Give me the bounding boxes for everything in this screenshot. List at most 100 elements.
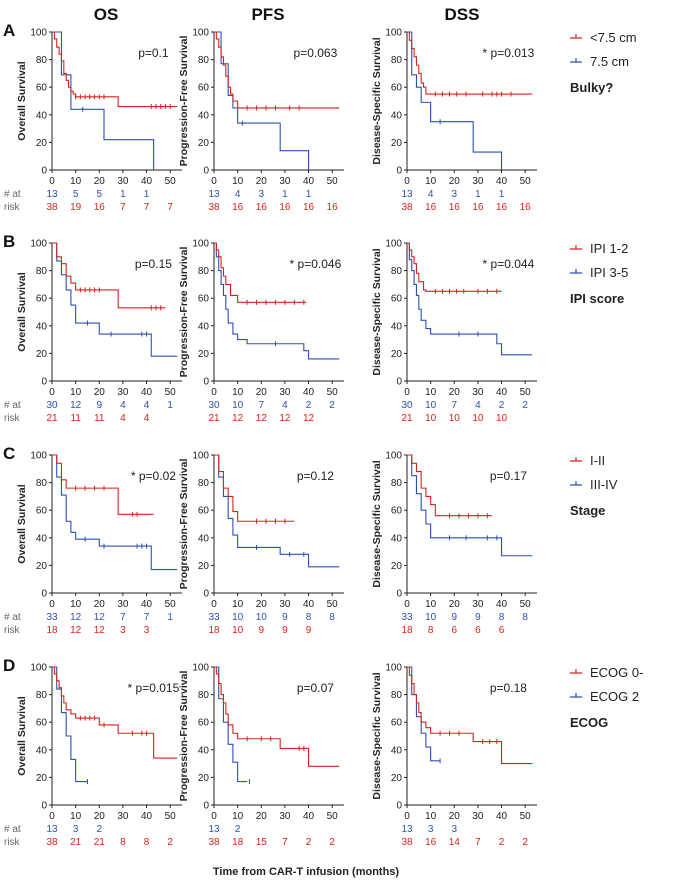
- survival-curve-red: [407, 242, 502, 292]
- legend-label: I-II: [590, 453, 605, 468]
- y-tick-label: 100: [192, 28, 209, 39]
- y-tick-label: 20: [391, 773, 403, 784]
- y-tick-label: 60: [391, 294, 403, 305]
- risk-count-blue: 9: [282, 612, 288, 623]
- y-axis-label: Progression-Free Survival: [178, 247, 190, 378]
- survival-curve-red: [214, 242, 307, 303]
- legend-swatch: [570, 269, 582, 274]
- x-tick-label: 10: [232, 811, 244, 822]
- x-tick-label: 50: [327, 387, 339, 398]
- x-tick-label: 20: [449, 599, 461, 610]
- legend-swatch: [570, 481, 582, 486]
- x-tick-label: 10: [70, 811, 82, 822]
- legend-label: 7.5 cm: [590, 54, 629, 69]
- risk-count-red: 38: [208, 202, 220, 213]
- risk-count-blue: 3: [73, 824, 79, 835]
- survival-curve-blue: [407, 31, 503, 170]
- risk-count-red: 16: [496, 202, 508, 213]
- x-tick-label: 40: [141, 811, 153, 822]
- risk-count-red: 7: [282, 837, 288, 848]
- risk-count-blue: 30: [401, 400, 413, 411]
- risk-count-blue: 1: [475, 189, 481, 200]
- x-tick-label: 20: [449, 811, 461, 822]
- risk-count-blue: 1: [282, 189, 288, 200]
- x-tick-label: 30: [117, 176, 129, 187]
- x-tick-label: 10: [425, 599, 437, 610]
- y-tick-label: 40: [391, 745, 403, 756]
- y-tick-label: 40: [198, 745, 210, 756]
- y-tick-label: 60: [36, 506, 48, 517]
- risk-count-red: 21: [46, 413, 58, 424]
- y-tick-label: 80: [391, 690, 403, 701]
- legend-swatch: [570, 58, 582, 63]
- y-tick-label: 80: [391, 55, 403, 66]
- survival-curve-blue: [407, 454, 533, 557]
- x-tick-label: 10: [232, 387, 244, 398]
- risk-count-red: 2: [167, 837, 173, 848]
- risk-count-blue: 13: [208, 824, 220, 835]
- y-axis-label: Disease-Specific Survival: [371, 672, 383, 799]
- y-tick-label: 20: [36, 773, 48, 784]
- x-tick-label: 40: [496, 811, 508, 822]
- risk-count-blue: 12: [70, 612, 82, 623]
- risk-count-blue: 1: [306, 189, 312, 200]
- risk-count-red: 16: [303, 202, 315, 213]
- x-tick-label: 0: [49, 811, 55, 822]
- x-tick-label: 40: [496, 176, 508, 187]
- risk-count-blue: 4: [235, 189, 241, 200]
- risk-count-blue: 10: [425, 400, 437, 411]
- risk-count-red: 12: [256, 413, 268, 424]
- risk-count-red: 19: [70, 202, 82, 213]
- x-tick-label: 50: [520, 387, 532, 398]
- risk-count-red: 9: [258, 625, 264, 636]
- x-tick-label: 0: [211, 811, 217, 822]
- p-value: * p=0.015: [128, 681, 180, 695]
- y-tick-label: 20: [198, 138, 210, 149]
- risk-count-blue: 3: [258, 189, 264, 200]
- risk-count-red: 10: [232, 625, 244, 636]
- risk-count-red: 16: [256, 202, 268, 213]
- risk-count-red: 7: [144, 202, 150, 213]
- risk-count-red: 10: [449, 413, 461, 424]
- survival-curve-blue: [214, 666, 248, 783]
- x-tick-label: 50: [327, 811, 339, 822]
- risk-count-blue: 7: [120, 612, 126, 623]
- x-tick-label: 50: [327, 599, 339, 610]
- y-tick-label: 0: [41, 801, 47, 812]
- risk-count-red: 18: [46, 625, 58, 636]
- y-tick-label: 100: [385, 239, 402, 250]
- legend-C: I-II III-IV Stage: [570, 453, 618, 518]
- y-axis-label: Overall Survival: [16, 696, 28, 775]
- y-axis-label: Overall Survival: [16, 272, 28, 351]
- y-tick-label: 20: [198, 349, 210, 360]
- panel-title: Bulky?: [570, 80, 613, 95]
- x-tick-label: 0: [49, 176, 55, 187]
- column-title-dss: DSS: [445, 5, 480, 24]
- survival-curve-red: [52, 454, 154, 515]
- risk-count-blue: 4: [428, 189, 434, 200]
- y-tick-label: 100: [30, 28, 47, 39]
- risk-count-red: 9: [306, 625, 312, 636]
- panel-title: ECOG: [570, 715, 608, 730]
- y-tick-label: 0: [203, 801, 209, 812]
- x-tick-label: 0: [404, 599, 410, 610]
- survival-curve-blue: [52, 666, 88, 783]
- risk-count-blue: 33: [46, 612, 58, 623]
- survival-curve-red: [214, 31, 340, 109]
- y-tick-label: 20: [391, 561, 403, 572]
- risk-count-red: 21: [70, 837, 82, 848]
- km-plot-B-os: 0 20 40 60 80 100 0 10 20 30 40 50 Overall Survival p…: [4, 239, 182, 424]
- risk-count-red: 14: [449, 837, 461, 848]
- risk-count-blue: 30: [46, 400, 58, 411]
- legend-label: III-IV: [590, 477, 618, 492]
- x-tick-label: 40: [303, 811, 315, 822]
- panel-title: Stage: [570, 503, 605, 518]
- y-tick-label: 0: [203, 377, 209, 388]
- risk-count-red: 38: [46, 837, 58, 848]
- p-value: p=0.07: [297, 681, 334, 695]
- legend-swatch: [570, 669, 582, 674]
- x-tick-label: 30: [472, 387, 484, 398]
- y-axis-label: Progression-Free Survival: [178, 36, 190, 167]
- risk-count-red: 7: [475, 837, 481, 848]
